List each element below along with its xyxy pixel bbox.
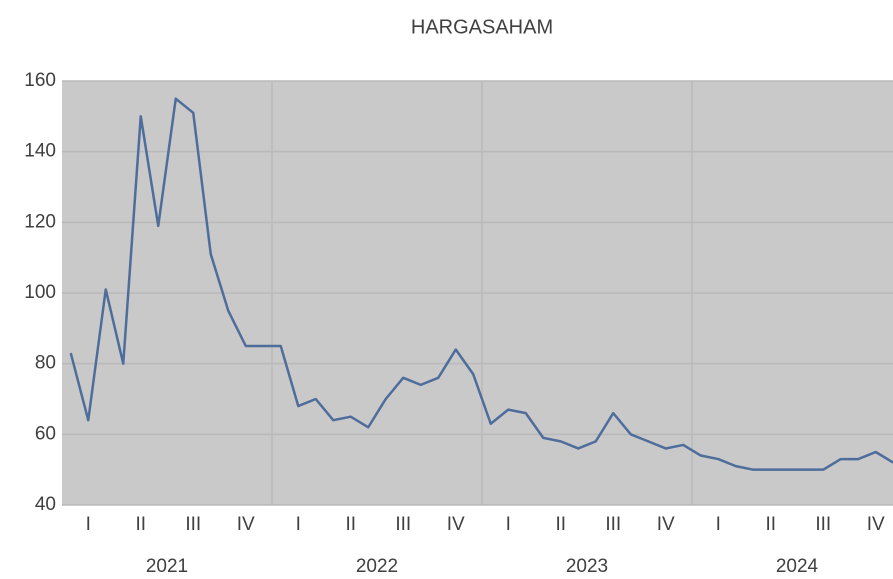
year-label: 2023 [566, 556, 608, 577]
year-label: 2021 [146, 556, 188, 577]
x-tick-label: III [815, 514, 831, 535]
x-tick-label: IV [867, 514, 885, 535]
x-tick-label: II [135, 514, 146, 535]
year-label: 2022 [356, 556, 398, 577]
y-tick-label: 120 [24, 211, 56, 232]
x-tick-label: III [605, 514, 621, 535]
x-tick-label: I [716, 514, 721, 535]
x-tick-label: II [555, 514, 566, 535]
x-tick-label: II [765, 514, 776, 535]
x-tick-label: I [86, 514, 91, 535]
x-tick-label: I [296, 514, 301, 535]
x-tick-label: I [506, 514, 511, 535]
x-tick-label: III [185, 514, 201, 535]
x-tick-label: IV [657, 514, 675, 535]
y-tick-label: 140 [24, 141, 56, 162]
data-line [69, 97, 893, 471]
x-tick-label: IV [237, 514, 255, 535]
chart-title: HARGASAHAM [411, 16, 553, 38]
y-tick-label: 60 [35, 423, 56, 444]
x-tick-label: III [395, 514, 411, 535]
y-tick-label: 80 [35, 353, 56, 374]
x-tick-label: IV [447, 514, 465, 535]
y-tick-label: 40 [35, 494, 56, 515]
y-tick-label: 160 [24, 70, 56, 91]
y-tick-label: 100 [24, 282, 56, 303]
year-label: 2024 [776, 556, 819, 577]
x-tick-label: II [345, 514, 356, 535]
